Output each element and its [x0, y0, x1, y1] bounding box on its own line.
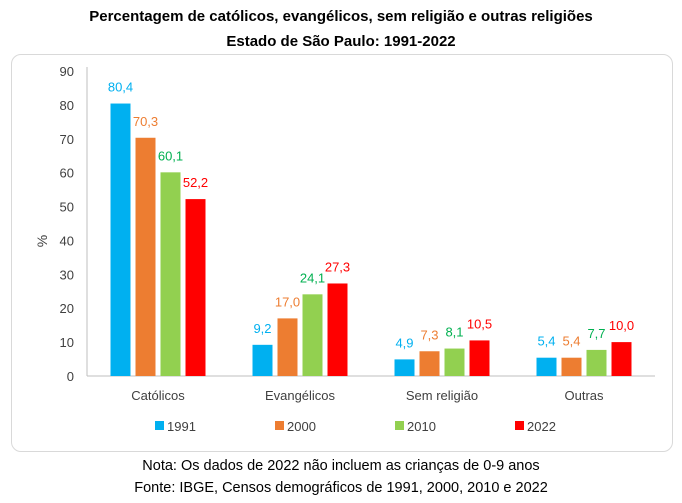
data-label: 5,4 — [562, 334, 580, 349]
legend-swatch-2022 — [515, 421, 524, 430]
legend-label: 1991 — [167, 419, 196, 434]
data-label: 7,7 — [587, 326, 605, 341]
y-tick-label: 30 — [60, 267, 74, 282]
data-label: 10,0 — [609, 318, 634, 333]
legend-label: 2000 — [287, 419, 316, 434]
y-tick-label: 70 — [60, 132, 74, 147]
data-label: 4,9 — [395, 335, 413, 350]
x-tick-label: Evangélicos — [265, 388, 336, 403]
y-tick-label: 50 — [60, 200, 74, 215]
y-tick-label: 80 — [60, 98, 74, 113]
y-tick-label: 10 — [60, 335, 74, 350]
x-tick-label: Outras — [564, 388, 604, 403]
bar-2000-1 — [135, 137, 156, 376]
legend-swatch-1991 — [155, 421, 164, 430]
bar-2010-3 — [444, 348, 465, 376]
bar-1991-1 — [110, 103, 131, 377]
data-label: 52,2 — [183, 175, 208, 190]
bar-2022-4 — [611, 342, 632, 376]
data-label: 8,1 — [445, 325, 463, 340]
y-tick-label: 60 — [60, 166, 74, 181]
bar-1991-4 — [536, 357, 557, 376]
data-label: 60,1 — [158, 148, 183, 163]
bar-2022-1 — [185, 199, 206, 376]
chart-frame — [11, 54, 673, 452]
bar-1991-2 — [252, 344, 273, 376]
legend-swatch-2000 — [275, 421, 284, 430]
footnote: Nota: Os dados de 2022 não incluem as cr… — [142, 458, 540, 474]
data-label: 24,1 — [300, 270, 325, 285]
bar-2010-2 — [302, 294, 323, 376]
x-tick-label: Sem religião — [406, 388, 478, 403]
bar-2010-1 — [160, 172, 181, 376]
y-tick-label: 20 — [60, 301, 74, 316]
bar-2000-3 — [419, 351, 440, 376]
data-label: 17,0 — [275, 294, 300, 309]
bar-1991-3 — [394, 359, 415, 376]
data-label: 10,5 — [467, 316, 492, 331]
source-note: Fonte: IBGE, Censos demográficos de 1991… — [134, 480, 548, 496]
bar-2000-2 — [277, 318, 298, 376]
data-label: 5,4 — [537, 334, 555, 349]
bar-2010-4 — [586, 349, 607, 376]
bar-2022-2 — [327, 283, 348, 376]
legend-swatch-2010 — [395, 421, 404, 430]
data-label: 27,3 — [325, 259, 350, 274]
legend-label: 2022 — [527, 419, 556, 434]
data-label: 70,3 — [133, 114, 158, 129]
data-label: 7,3 — [420, 327, 438, 342]
data-label: 9,2 — [253, 321, 271, 336]
x-tick-label: Católicos — [131, 388, 185, 403]
chart-title: Percentagem de católicos, evangélicos, s… — [89, 8, 593, 25]
data-label: 80,4 — [108, 80, 133, 95]
bar-2022-3 — [469, 340, 490, 376]
bar-2000-4 — [561, 357, 582, 376]
y-tick-label: 90 — [60, 64, 74, 79]
y-tick-label: 40 — [60, 233, 74, 248]
y-axis-label: % — [34, 235, 50, 247]
chart-subtitle: Estado de São Paulo: 1991-2022 — [226, 33, 456, 50]
y-tick-label: 0 — [67, 369, 74, 384]
legend-label: 2010 — [407, 419, 436, 434]
